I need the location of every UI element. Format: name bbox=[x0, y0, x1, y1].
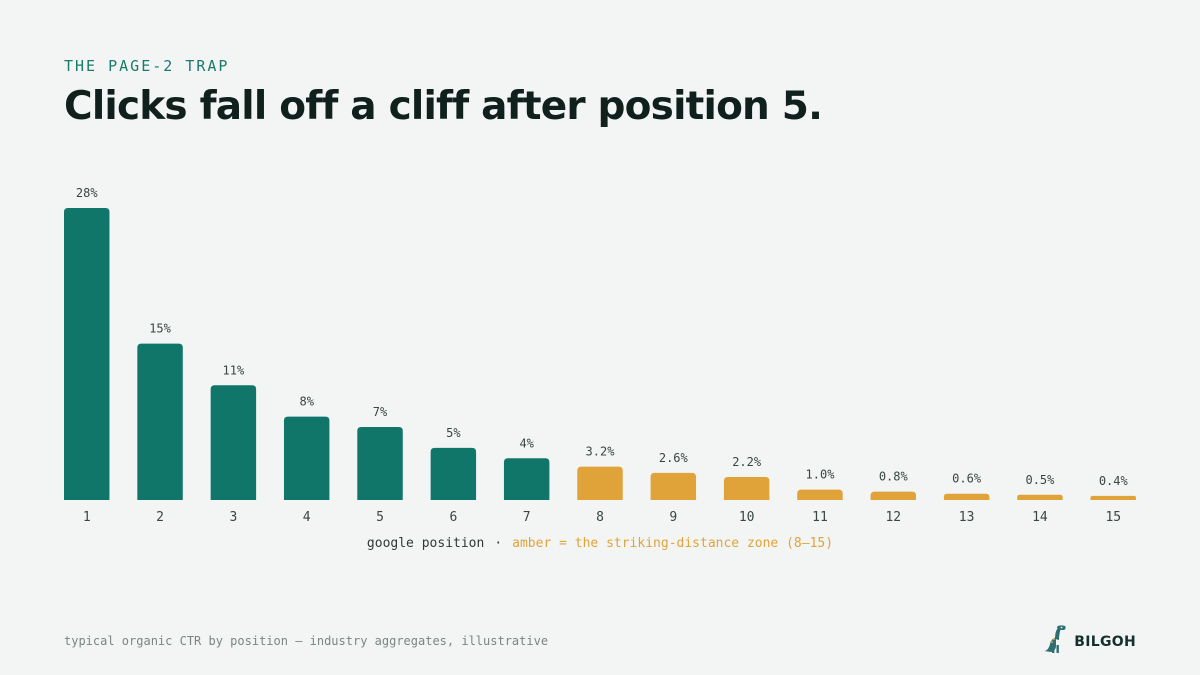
value-label: 1.0% bbox=[806, 468, 836, 482]
value-label: 4% bbox=[519, 436, 534, 450]
x-tick-label: 14 bbox=[1032, 510, 1048, 525]
bar-position-12 bbox=[870, 491, 917, 500]
legend-note: amber = the striking-distance zone (8–15… bbox=[512, 536, 834, 551]
bar-position-1 bbox=[64, 208, 110, 500]
chart-title: Clicks fall off a cliff after position 5… bbox=[64, 84, 823, 129]
x-axis-label: google position bbox=[366, 536, 485, 551]
brand-name: BILGOH bbox=[1074, 633, 1136, 650]
value-label: 5% bbox=[446, 426, 461, 440]
bar-position-9 bbox=[650, 472, 697, 500]
x-tick-label: 9 bbox=[669, 510, 677, 525]
value-label: 2.2% bbox=[732, 455, 762, 469]
value-label: 0.8% bbox=[879, 470, 909, 484]
bar-position-5 bbox=[357, 427, 403, 500]
bar-position-13 bbox=[943, 493, 990, 500]
dinosaur-logo-icon bbox=[1042, 624, 1068, 659]
x-tick-label: 1 bbox=[83, 510, 91, 525]
x-tick-label: 6 bbox=[449, 510, 457, 525]
bar-position-11 bbox=[797, 489, 843, 500]
bar-position-2 bbox=[137, 343, 183, 500]
value-label: 28% bbox=[76, 186, 98, 200]
chart-kicker: THE PAGE-2 TRAP bbox=[64, 57, 230, 75]
x-tick-label: 5 bbox=[376, 510, 384, 525]
x-axis-caption: google position · amber = the striking-dis… bbox=[0, 536, 1200, 551]
bar-position-7 bbox=[503, 458, 550, 500]
value-label: 0.6% bbox=[952, 472, 982, 486]
x-tick-label: 8 bbox=[596, 510, 604, 525]
value-label: 8% bbox=[299, 395, 314, 409]
x-tick-label: 10 bbox=[739, 510, 755, 525]
x-tick-label: 11 bbox=[812, 510, 828, 525]
bar-position-8 bbox=[577, 466, 623, 500]
bar-position-3 bbox=[210, 385, 257, 500]
x-tick-label: 12 bbox=[885, 510, 901, 525]
value-label: 2.6% bbox=[659, 451, 689, 465]
value-label: 0.5% bbox=[1025, 473, 1055, 487]
caption-separator: · bbox=[494, 536, 503, 551]
bar-position-14 bbox=[1017, 494, 1063, 500]
value-label: 0.4% bbox=[1099, 474, 1129, 488]
value-label: 15% bbox=[149, 322, 171, 336]
bar-position-10 bbox=[723, 477, 770, 500]
brand-logo: BILGOH bbox=[1042, 624, 1136, 659]
value-label: 3.2% bbox=[586, 445, 616, 459]
value-label: 7% bbox=[373, 405, 388, 419]
bar-position-4 bbox=[283, 416, 330, 500]
source-footnote: typical organic CTR by position — indust… bbox=[64, 634, 549, 648]
bar-position-15 bbox=[1090, 495, 1136, 500]
x-tick-label: 7 bbox=[523, 510, 531, 525]
x-tick-label: 13 bbox=[959, 510, 975, 525]
value-label: 11% bbox=[223, 363, 245, 377]
x-tick-label: 2 bbox=[156, 510, 164, 525]
bar-position-6 bbox=[430, 447, 477, 500]
x-tick-label: 4 bbox=[303, 510, 311, 525]
x-tick-label: 15 bbox=[1105, 510, 1121, 525]
x-tick-label: 3 bbox=[229, 510, 237, 525]
